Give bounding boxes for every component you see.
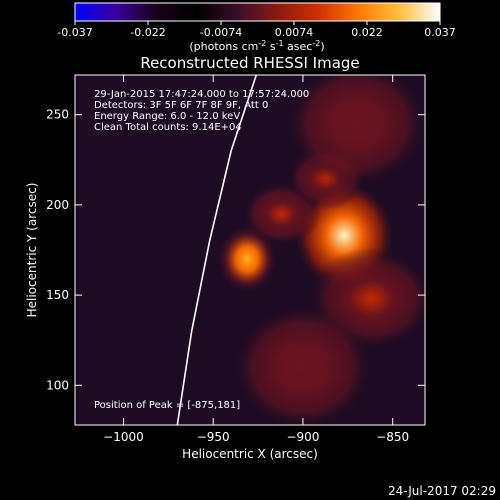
colorbar-tick-label: 0.0074 [275, 26, 314, 39]
plot-frame [74, 74, 426, 426]
info-block: 29-Jan-2015 17:47:24.000 to 17:57:24.000… [94, 89, 309, 411]
x-tick-label: −900 [286, 430, 319, 444]
colorbar-tick-label: 0.037 [424, 26, 456, 39]
info-detectors: Detectors: 3F 5F 6F 7F 8F 9F, Att 0 [94, 100, 268, 111]
info-clean-counts: Clean Total counts: 9.14E+04 [94, 122, 242, 133]
colorbar-ticks: -0.037 -0.022 -0.0074 0.0074 0.022 0.037 [57, 21, 456, 39]
y-tick-label: 200 [46, 198, 69, 212]
plot-area: −1000 −950 −900 −850 100 150 200 250 [46, 74, 426, 444]
colorbar-tick-label: -0.022 [130, 26, 165, 39]
y-tick-label: 250 [46, 108, 69, 122]
info-time-range: 29-Jan-2015 17:47:24.000 to 17:57:24.000 [94, 89, 309, 100]
colorbar-unit: (photons cm-2 s-1 asec-2) [189, 39, 324, 53]
x-axis-label: Heliocentric X (arcsec) [182, 447, 318, 461]
x-tick-label: −850 [376, 430, 409, 444]
x-tick-label: −950 [197, 430, 230, 444]
heat-source [285, 75, 425, 188]
heat-source [231, 303, 375, 425]
y-tick-label: 150 [46, 288, 69, 302]
axis-ticks: −1000 −950 −900 −850 100 150 200 250 [46, 75, 425, 444]
colorbar-tick-label: -0.037 [57, 26, 92, 39]
heatmap-sources [215, 75, 425, 425]
info-energy-range: Energy Range: 6.0 - 12.0 keV [94, 111, 240, 122]
footer-timestamp: 24-Jul-2017 02:29 [388, 484, 496, 498]
colorbar-tick-label: 0.022 [351, 26, 383, 39]
solar-limb-curve [176, 75, 258, 425]
colorbar: -0.037 -0.022 -0.0074 0.0074 0.022 0.037 (pho… [57, 2, 456, 53]
peak-position-label: Position of Peak = [-875,181] [94, 400, 240, 411]
y-axis-label: Heliocentric Y (arcsec) [25, 183, 39, 318]
chart-title: Reconstructed RHESSI Image [140, 54, 359, 72]
colorbar-tick-label: -0.0074 [200, 26, 242, 39]
colorbar-bar [74, 2, 441, 22]
x-tick-label: −1000 [103, 430, 144, 444]
y-tick-label: 100 [46, 378, 69, 392]
